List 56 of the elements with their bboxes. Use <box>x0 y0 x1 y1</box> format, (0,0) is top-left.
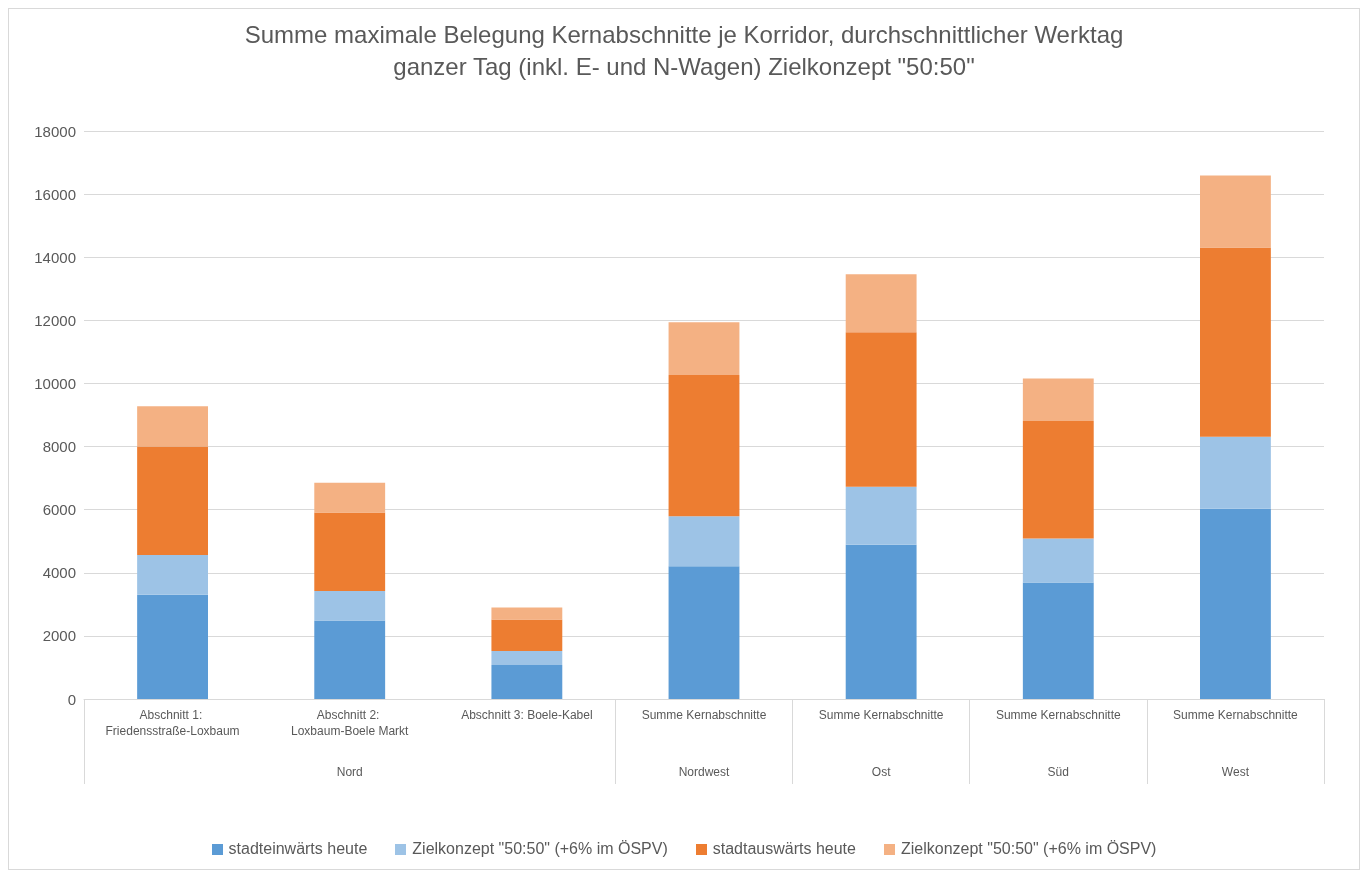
x-tick-label: Abschnitt 1: Friedensstraße-Loxbaum <box>105 708 240 738</box>
y-tick-label: 2000 <box>42 627 76 645</box>
legend-label: Zielkonzept "50:50" (+6% im ÖSPV) <box>900 840 1157 858</box>
bar <box>668 566 740 699</box>
x-tick-label: Summe Kernabschnitte <box>995 708 1121 722</box>
bar <box>668 374 740 517</box>
text: West <box>1221 765 1250 779</box>
bar <box>137 594 208 699</box>
legend-label: Zielkonzept "50:50" (+6% im ÖSPV) <box>412 840 668 858</box>
bar <box>491 651 563 665</box>
bar <box>1200 508 1271 699</box>
bar <box>1022 378 1094 421</box>
bar <box>1200 436 1271 509</box>
y-tick-label: 14000 <box>34 248 76 266</box>
chart-title: Summe maximale Belegung Kernabschnitte je Korridor, durchschnittlicher Werktag <box>244 20 1124 48</box>
x-tick-label: Abschnitt 3: Boele-Kabel <box>461 708 593 722</box>
bar <box>137 446 208 556</box>
bar <box>314 620 386 699</box>
bar <box>845 486 917 545</box>
text: Nord <box>336 765 363 779</box>
bar <box>314 512 386 592</box>
bar <box>845 332 917 487</box>
text: Süd <box>1047 765 1069 779</box>
bar <box>1022 538 1094 583</box>
text: Nordwest <box>678 765 731 779</box>
bar <box>137 555 208 595</box>
bar <box>845 274 917 333</box>
bar <box>137 406 208 447</box>
y-tick-label: 16000 <box>34 185 76 203</box>
bar <box>491 607 563 620</box>
bar <box>491 664 563 699</box>
y-tick-label: 6000 <box>42 501 76 519</box>
bar <box>1200 247 1271 437</box>
bar <box>314 482 386 513</box>
bar <box>1022 582 1094 699</box>
x-tick-label: Abschnitt 2: Loxbaum-Boele Markt <box>291 708 410 738</box>
chart-subtitle: ganzer Tag (inkl. E- und N-Wagen) Zielkonzept "50:50" <box>393 52 975 80</box>
y-tick-label: 10000 <box>34 374 76 392</box>
y-tick-label: 0 <box>67 690 76 708</box>
x-tick-label: Summe Kernabschnitte <box>1173 708 1299 722</box>
bar <box>491 619 563 652</box>
bar <box>668 516 740 567</box>
y-tick-label: 18000 <box>34 122 76 140</box>
bar <box>845 544 917 699</box>
bar <box>1200 175 1271 248</box>
y-tick-label: 8000 <box>42 438 76 456</box>
x-tick-label: Summe Kernabschnitte <box>818 708 944 722</box>
y-tick-label: 12000 <box>34 311 76 329</box>
y-tick-label: 4000 <box>42 564 76 582</box>
legend-label: stadteinwärts heute <box>228 840 368 858</box>
legend-label: stadtauswärts heute <box>712 840 856 858</box>
bar <box>314 591 386 621</box>
bar <box>668 322 740 375</box>
bar <box>1022 421 1094 539</box>
x-tick-label: Summe Kernabschnitte <box>641 708 767 722</box>
text: Ost <box>871 765 892 779</box>
